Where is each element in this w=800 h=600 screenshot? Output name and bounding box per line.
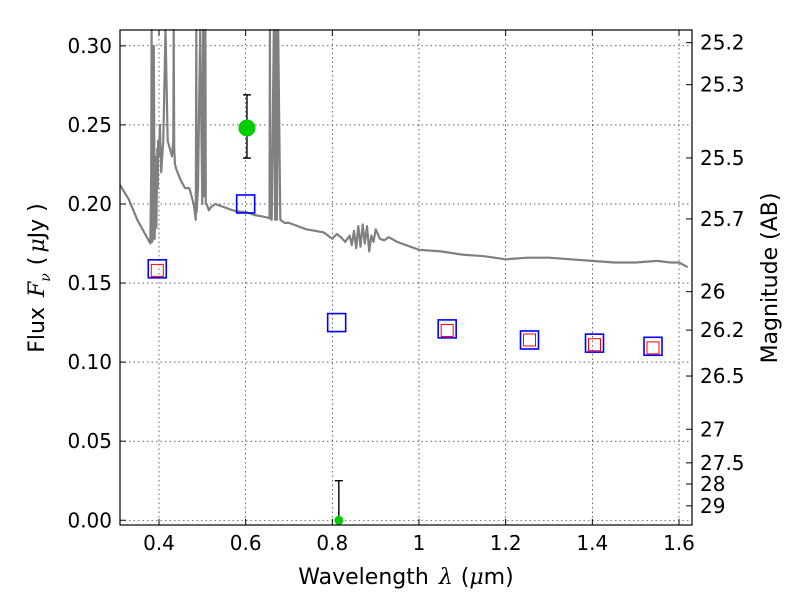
mag-tick-label: 27 (700, 417, 725, 441)
y-tick-label: 0.05 (67, 429, 112, 453)
mag-tick-label: 29 (700, 494, 725, 518)
x-tick-label: 1.2 (490, 531, 522, 555)
mag-tick-label: 26.2 (700, 318, 745, 342)
y-axis-label: FluxFν(μJy ) (25, 203, 54, 353)
observed-photometry-marker (588, 338, 601, 352)
axis-ticks: 0.4 0.6 0.8 1 1.2 1.4 1.6 0.00 0.05 0.10 0.15 0.20 0… (67, 30, 745, 555)
y-tick-label: 0.15 (67, 271, 112, 295)
y2-axis-label: Magnitude (AB) (758, 193, 783, 364)
model-photometry-marker (326, 312, 347, 333)
mag-tick-label: 25.5 (700, 146, 745, 170)
observed-photometry-marker (523, 333, 536, 347)
y-tick-label: 0.30 (67, 34, 112, 58)
mag-tick-label: 25.2 (700, 31, 745, 55)
y-tick-label: 0.10 (67, 350, 112, 374)
mag-tick-label: 26.5 (700, 364, 745, 388)
mag-tick-label: 28 (700, 472, 725, 496)
x-tick-label: 0.6 (230, 531, 262, 555)
model-photometry-marker (147, 259, 168, 279)
model-photometry-marker (584, 333, 605, 353)
spectrum-layer (119, 28, 689, 269)
mag-tick-label: 26 (700, 280, 725, 304)
observed-photometry-marker (646, 341, 660, 355)
mag-tick-label: 27.5 (700, 451, 745, 475)
x-tick-label: 1 (413, 531, 426, 555)
model-photometry-marker (519, 330, 540, 350)
observed-photometry-marker (440, 323, 454, 337)
y-tick-label: 0.25 (67, 113, 112, 137)
x-tick-label: 1.6 (663, 531, 695, 555)
y-tick-label: 0.00 (67, 508, 112, 532)
x-tick-label: 0.8 (316, 531, 348, 555)
mag-tick-label: 25.3 (700, 73, 745, 97)
model-photometry-marker (437, 319, 457, 339)
y-tick-label: 0.20 (67, 192, 112, 216)
model-photometry-marker (235, 194, 256, 214)
x-tick-label: 0.4 (143, 531, 175, 555)
detection-point (238, 119, 256, 137)
detection-point (334, 515, 344, 525)
plot-frame (119, 29, 693, 526)
observed-photometry-marker (150, 263, 164, 277)
x-axis-label: Wavelength λ (μm) (298, 565, 513, 590)
model-spectrum-line (119, 28, 689, 269)
model-photometry-marker (643, 336, 663, 357)
x-tick-label: 1.4 (576, 531, 608, 555)
mag-tick-label: 25.7 (700, 207, 745, 231)
photometry-layer (147, 94, 663, 525)
